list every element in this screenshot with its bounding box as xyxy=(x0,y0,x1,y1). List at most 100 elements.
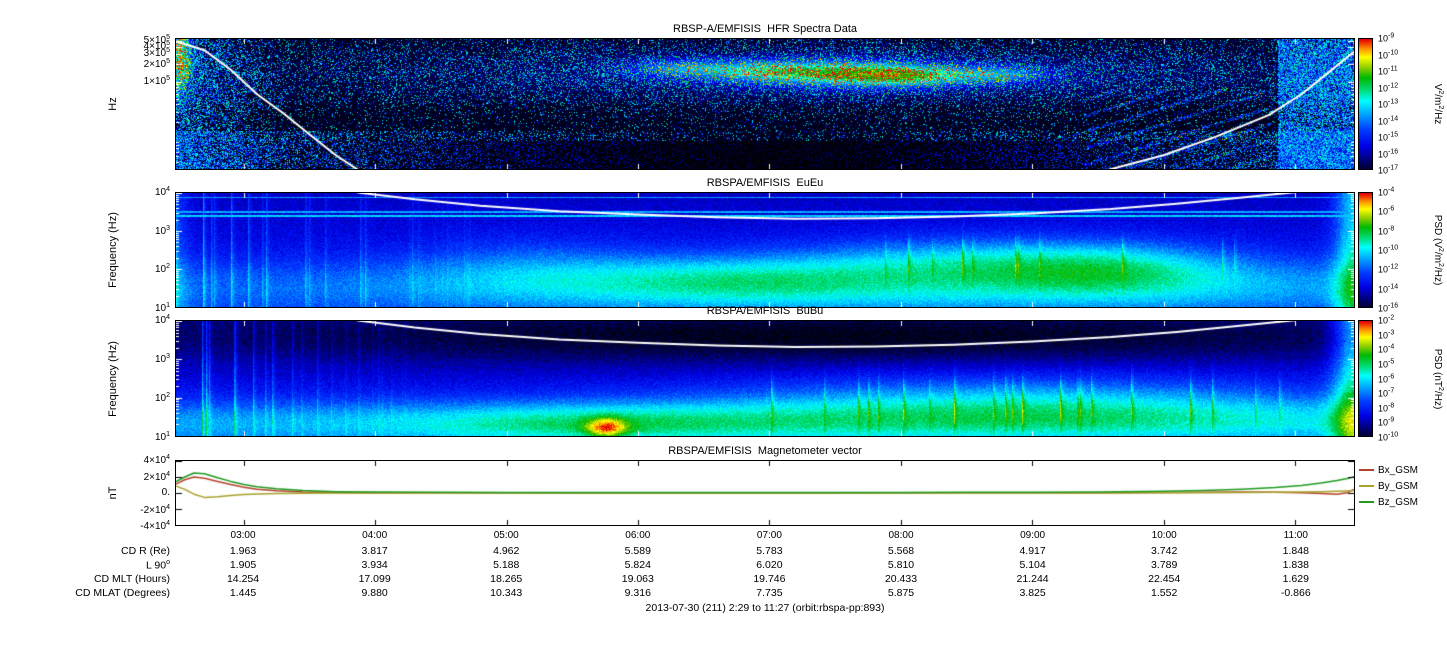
y-tick-label: 101 xyxy=(154,301,170,315)
annotation-value: 14.254 xyxy=(226,573,260,585)
panel-hfr-spectra: RBSP-A/EMFISIS HFR Spectra Data Hz 5×105… xyxy=(0,23,1447,175)
annotation-value: 1.963 xyxy=(229,545,257,557)
annotation-value: 6.020 xyxy=(756,559,783,571)
annotation-value: 3.825 xyxy=(1019,587,1046,599)
time-tick-label: 03:00 xyxy=(230,530,256,541)
colorbar-tick-label: 10-2 xyxy=(1378,314,1395,326)
legend-label: By_GSM xyxy=(1378,480,1419,492)
annotation-value: 18.265 xyxy=(490,573,523,585)
annotation-row: CD MLT (Hours) 14.254 17.099 18.265 19.063 19… xyxy=(0,573,1447,587)
colorbar-tick-labels: 10-2 10-3 10-4 10-5 10-6 10-7 10-8 10-9 10-10 xyxy=(1378,315,1430,443)
y-tick-label: -4×104 xyxy=(140,519,170,533)
legend-label: Bz_GSM xyxy=(1378,496,1419,508)
legend-label: Bx_GSM xyxy=(1378,464,1419,476)
annotation-row-label: CD MLT (Hours) xyxy=(93,573,170,585)
legend-item: Bx_GSM xyxy=(1359,462,1418,478)
time-tick-label: 05:00 xyxy=(493,530,519,541)
annotation-value: 1.838 xyxy=(1282,559,1309,571)
annotation-value: 17.099 xyxy=(358,573,391,585)
colorbar-axis-label: PSD (V2/m2/Hz) xyxy=(1431,214,1445,286)
bz-gsm-line-swatch xyxy=(1359,501,1374,503)
hfr-spectrogram-canvas xyxy=(176,39,1354,169)
colorbar-tick-label: 10-15 xyxy=(1378,131,1399,143)
colorbar-tick-label: 10-10 xyxy=(1378,431,1399,443)
colorbar-tick-label: 10-4 xyxy=(1378,186,1395,198)
colorbar-tick-label: 10-6 xyxy=(1378,373,1395,384)
annotation-value: 10.343 xyxy=(490,587,523,599)
y-tick-label: 103 xyxy=(154,224,170,237)
y-tick-label: 102 xyxy=(154,263,170,276)
colorbar-tick-label: 10-6 xyxy=(1378,205,1395,217)
colorbar-axis-label: PSD (nT2/Hz) xyxy=(1431,348,1445,409)
annotation-row: CD R (Re) 1.963 3.817 4.962 5.589 5.783 5.568 4… xyxy=(0,545,1447,559)
panel-title: RBSPA/EMFISIS Magnetometer vector xyxy=(668,445,862,457)
y-tick-label: -2×104 xyxy=(140,503,170,516)
magnetometer-plot-area xyxy=(175,460,1355,526)
colorbar-tick-label: 10-16 xyxy=(1378,302,1399,314)
hfr-plot-area xyxy=(175,38,1355,170)
annotation-value: 5.783 xyxy=(756,545,783,557)
colorbar-tick-label: 10-5 xyxy=(1378,358,1395,370)
annotation-value: 3.817 xyxy=(361,545,388,557)
y-tick-label: 103 xyxy=(154,352,170,366)
time-tick-label: 11:00 xyxy=(1283,530,1308,541)
colorbar-tick-label: 10-12 xyxy=(1378,263,1399,275)
colorbar-tick-label: 10-17 xyxy=(1378,164,1399,176)
magnetometer-canvas xyxy=(176,461,1354,525)
annotation-value: 9.316 xyxy=(624,587,651,599)
colorbar-tick-label: 10-3 xyxy=(1378,329,1395,341)
eueu-spectrogram-canvas xyxy=(176,193,1354,307)
y-tick-labels: 5×105 4×105 3×105 2×105 1×105 xyxy=(0,34,171,170)
annotation-value: 1.552 xyxy=(1151,587,1178,599)
colorbar-tick-labels: 10-4 10-6 10-8 10-10 10-12 10-14 10-16 xyxy=(1378,187,1430,314)
footer-caption: 2013-07-30 (211) 2:29 to 11:27 (orbit:rb… xyxy=(645,602,885,614)
annotation-row: L 90o 1.905 3.934 5.188 5.824 6.020 5.810 5.104… xyxy=(0,559,1447,573)
colorbar-tick-label: 10-12 xyxy=(1378,82,1399,93)
annotation-value: -0.866 xyxy=(1280,587,1311,599)
y-tick-label: 5×105 xyxy=(143,34,170,47)
y-tick-label: 0. xyxy=(161,487,170,498)
colorbar-tick-label: 10-14 xyxy=(1378,283,1399,295)
y-tick-label: 4×104 xyxy=(143,453,170,467)
annotation-value: 5.188 xyxy=(493,559,520,571)
annotation-row-label: CD MLAT (Degrees) xyxy=(75,587,170,599)
annotation-value: 22.454 xyxy=(1148,573,1181,585)
time-tick-label: 07:00 xyxy=(756,530,782,541)
annotation-value: 1.905 xyxy=(229,559,257,571)
annotation-value: 20.433 xyxy=(884,573,918,585)
annotation-value: 1.629 xyxy=(1282,573,1309,585)
legend-item: Bz_GSM xyxy=(1359,494,1418,510)
bubu-colorbar xyxy=(1358,320,1373,437)
y-tick-label: 104 xyxy=(154,313,170,327)
colorbar-tick-label: 10-9 xyxy=(1378,32,1395,44)
time-tick-label: 04:00 xyxy=(362,530,388,541)
annotation-value: 5.810 xyxy=(887,559,915,571)
time-tick-label: 08:00 xyxy=(888,530,914,541)
annotation-value: 5.824 xyxy=(624,559,651,571)
by-gsm-line-swatch xyxy=(1359,485,1374,487)
time-axis-labels: 03:00 04:00 05:00 06:00 07:00 08:00 09:00 10:00… xyxy=(0,530,1447,543)
annotation-value: 3.934 xyxy=(361,559,388,571)
colorbar-tick-label: 10-8 xyxy=(1378,402,1395,414)
annotation-value: 7.735 xyxy=(756,587,783,599)
y-tick-label: 102 xyxy=(154,391,170,405)
annotation-value: 5.589 xyxy=(624,545,651,557)
legend-item: By_GSM xyxy=(1359,478,1418,494)
y-tick-labels: 104 103 102 101 xyxy=(0,314,171,443)
y-tick-label: 2×104 xyxy=(143,470,170,483)
colorbar-tick-label: 10-8 xyxy=(1378,225,1395,237)
time-tick-label: 10:00 xyxy=(1151,530,1177,541)
annotation-value: 3.789 xyxy=(1151,559,1178,571)
colorbar-tick-label: 10-11 xyxy=(1378,65,1398,77)
annotation-value: 21.244 xyxy=(1016,573,1049,585)
y-tick-label: 1×105 xyxy=(143,75,170,88)
eueu-colorbar xyxy=(1358,192,1373,308)
panel-title: RBSPA/EMFISIS EuEu xyxy=(706,177,824,189)
bubu-plot-area xyxy=(175,320,1355,437)
colorbar-tick-label: 10-14 xyxy=(1378,115,1399,126)
y-tick-label: 4×105 xyxy=(143,39,170,53)
annotation-value: 3.742 xyxy=(1151,545,1178,557)
annotation-value: 19.746 xyxy=(753,573,786,585)
colorbar-tick-label: 10-4 xyxy=(1378,343,1395,355)
annotation-value: 1.445 xyxy=(229,587,257,599)
